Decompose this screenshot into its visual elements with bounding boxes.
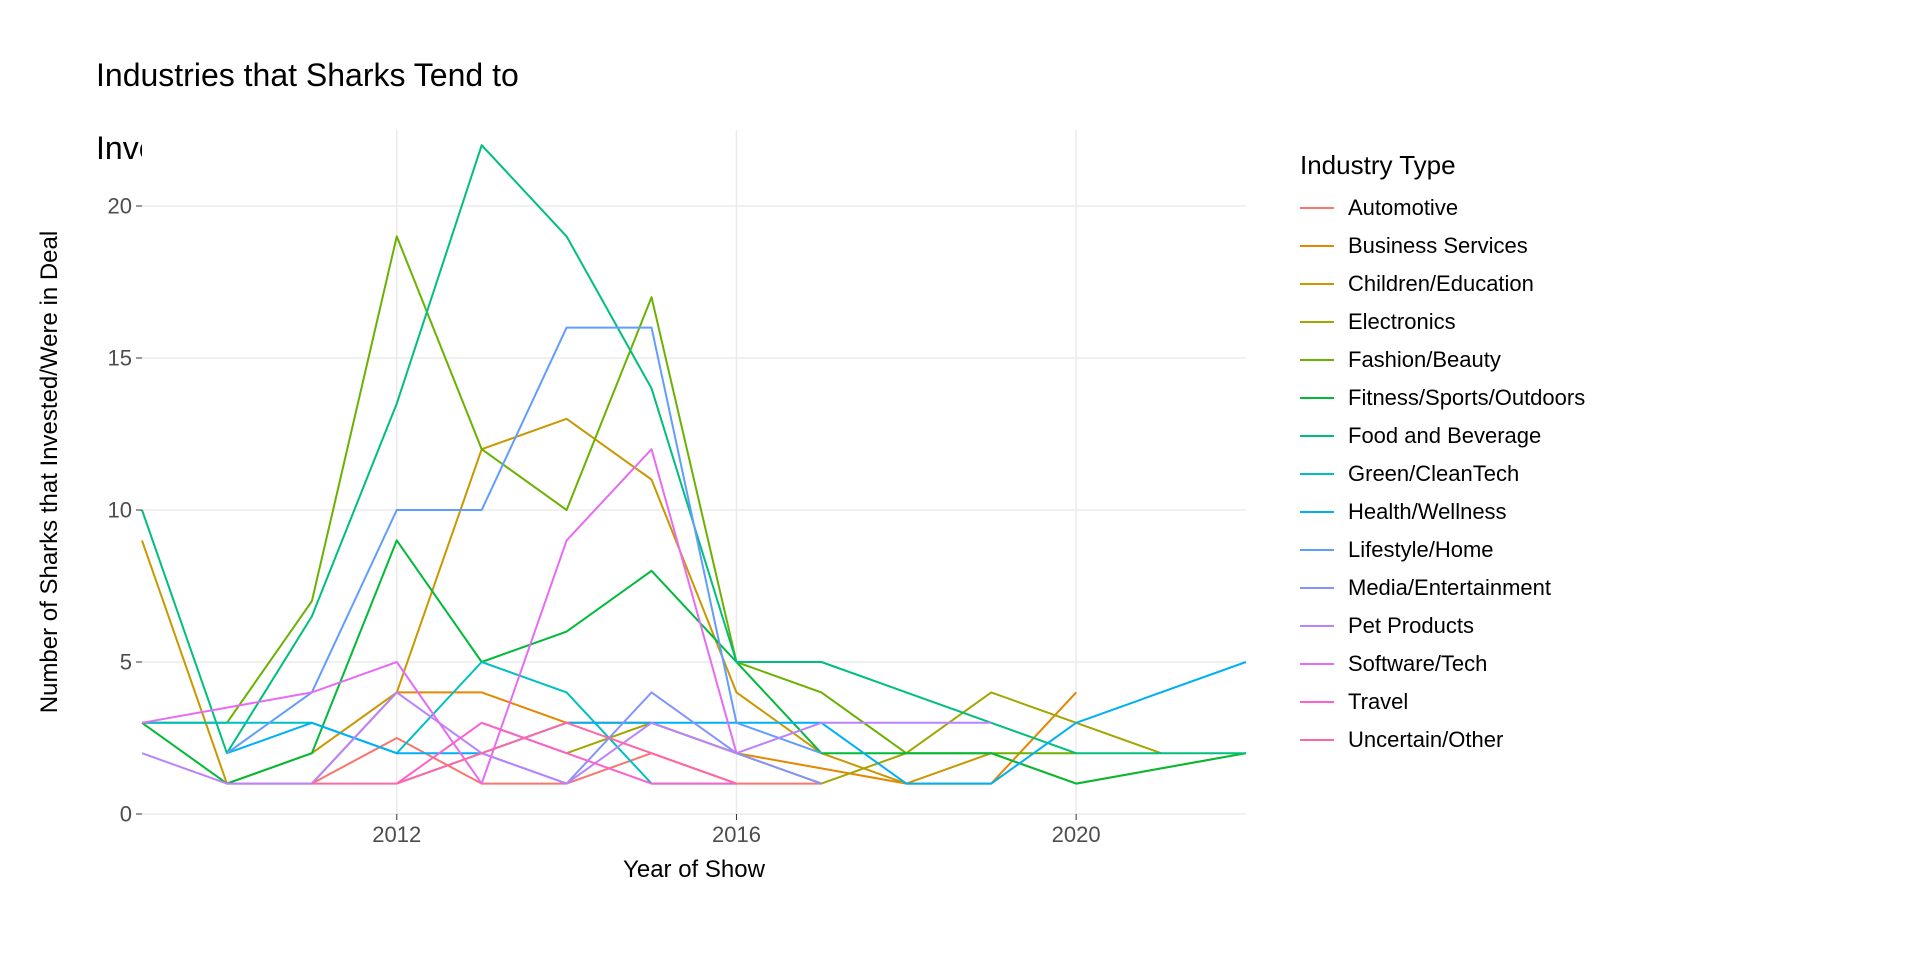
legend-swatch (1300, 625, 1334, 627)
legend-swatch (1300, 207, 1334, 209)
legend-item: Software/Tech (1300, 651, 1585, 677)
legend-item: Lifestyle/Home (1300, 537, 1585, 563)
legend-label: Automotive (1348, 195, 1458, 221)
legend-label: Travel (1348, 689, 1408, 715)
legend-item: Electronics (1300, 309, 1585, 335)
legend-title: Industry Type (1300, 150, 1585, 181)
legend-label: Lifestyle/Home (1348, 537, 1494, 563)
legend-item: Pet Products (1300, 613, 1585, 639)
legend-item: Fitness/Sports/Outdoors (1300, 385, 1585, 411)
legend-label: Fashion/Beauty (1348, 347, 1501, 373)
plot-area: 2012 2016 2020 0 5 10 15 20 (96, 120, 1256, 860)
legend-label: Children/Education (1348, 271, 1534, 297)
legend-label: Food and Beverage (1348, 423, 1541, 449)
legend-swatch (1300, 739, 1334, 741)
legend-label: Pet Products (1348, 613, 1474, 639)
legend-swatch (1300, 397, 1334, 399)
x-axis-label: Year of Show (142, 856, 1246, 884)
legend-item: Health/Wellness (1300, 499, 1585, 525)
legend-swatch (1300, 701, 1334, 703)
legend-swatch (1300, 663, 1334, 665)
y-tick-label: 20 (108, 194, 132, 219)
legend-label: Health/Wellness (1348, 499, 1507, 525)
y-tick-label: 10 (108, 498, 132, 523)
legend-item: Children/Education (1300, 271, 1585, 297)
legend: Industry Type Automotive Business Service… (1300, 150, 1585, 765)
legend-swatch (1300, 245, 1334, 247)
legend-item: Fashion/Beauty (1300, 347, 1585, 373)
y-axis-label: Number of Sharks that Invested/Were in D… (36, 130, 64, 814)
legend-item: Automotive (1300, 195, 1585, 221)
legend-item: Business Services (1300, 233, 1585, 259)
legend-swatch (1300, 473, 1334, 475)
legend-item: Uncertain/Other (1300, 727, 1585, 753)
y-tick-label: 0 (120, 802, 132, 827)
x-tick-label: 2012 (372, 822, 421, 847)
chart-title-line1: Industries that Sharks Tend to (96, 57, 519, 93)
legend-swatch (1300, 283, 1334, 285)
x-tick-label: 2020 (1052, 822, 1101, 847)
legend-label: Uncertain/Other (1348, 727, 1503, 753)
legend-label: Fitness/Sports/Outdoors (1348, 385, 1585, 411)
legend-swatch (1300, 435, 1334, 437)
legend-label: Software/Tech (1348, 651, 1487, 677)
y-tick-label: 15 (108, 346, 132, 371)
legend-swatch (1300, 321, 1334, 323)
legend-item: Food and Beverage (1300, 423, 1585, 449)
legend-label: Green/CleanTech (1348, 461, 1519, 487)
legend-item: Green/CleanTech (1300, 461, 1585, 487)
legend-label: Media/Entertainment (1348, 575, 1551, 601)
legend-swatch (1300, 359, 1334, 361)
legend-swatch (1300, 549, 1334, 551)
x-tick-label: 2016 (712, 822, 761, 847)
legend-swatch (1300, 511, 1334, 513)
legend-label: Business Services (1348, 233, 1528, 259)
y-tick-label: 5 (120, 650, 132, 675)
legend-label: Electronics (1348, 309, 1456, 335)
legend-items: Automotive Business Services Children/Educ… (1300, 195, 1585, 753)
legend-swatch (1300, 587, 1334, 589)
legend-item: Travel (1300, 689, 1585, 715)
legend-item: Media/Entertainment (1300, 575, 1585, 601)
